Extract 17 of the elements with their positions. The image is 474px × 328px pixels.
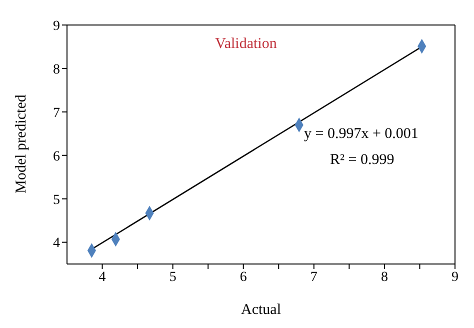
x-tick-label: 5 <box>169 270 176 285</box>
annotation: y = 0.997x + 0.001 <box>304 126 418 142</box>
x-tick-label: 8 <box>380 270 388 285</box>
y-axis-title: Model predicted <box>13 94 30 194</box>
x-tick-label: 6 <box>240 270 247 285</box>
annotation: R² = 0.999 <box>330 152 394 168</box>
y-tick-label: 6 <box>53 149 60 164</box>
y-tick-label: 7 <box>53 106 60 121</box>
x-tick-label: 7 <box>310 270 318 285</box>
y-tick-label: 5 <box>53 192 60 208</box>
y-tick-label: 8 <box>53 62 60 78</box>
x-axis-title: Actual <box>241 302 281 318</box>
y-tick-label: 9 <box>53 18 60 34</box>
annotation: Validation <box>215 36 278 52</box>
y-tick-label: 4 <box>53 236 60 252</box>
x-tick-label: 9 <box>452 270 458 285</box>
x-tick-label: 4 <box>98 270 106 285</box>
